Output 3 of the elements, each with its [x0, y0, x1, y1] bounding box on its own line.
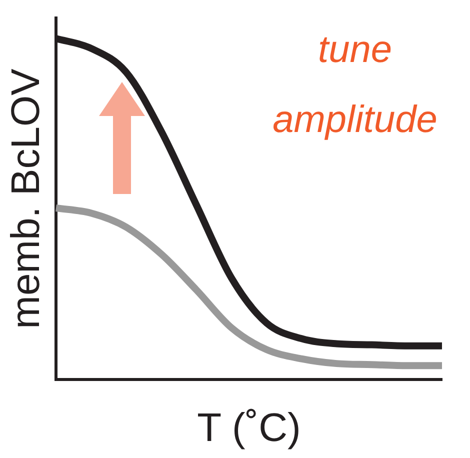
- y-axis-title: memb. BcLOV: [4, 68, 48, 329]
- annotation: tune amplitude: [272, 29, 438, 141]
- x-axis-title: T (˚C): [197, 406, 301, 450]
